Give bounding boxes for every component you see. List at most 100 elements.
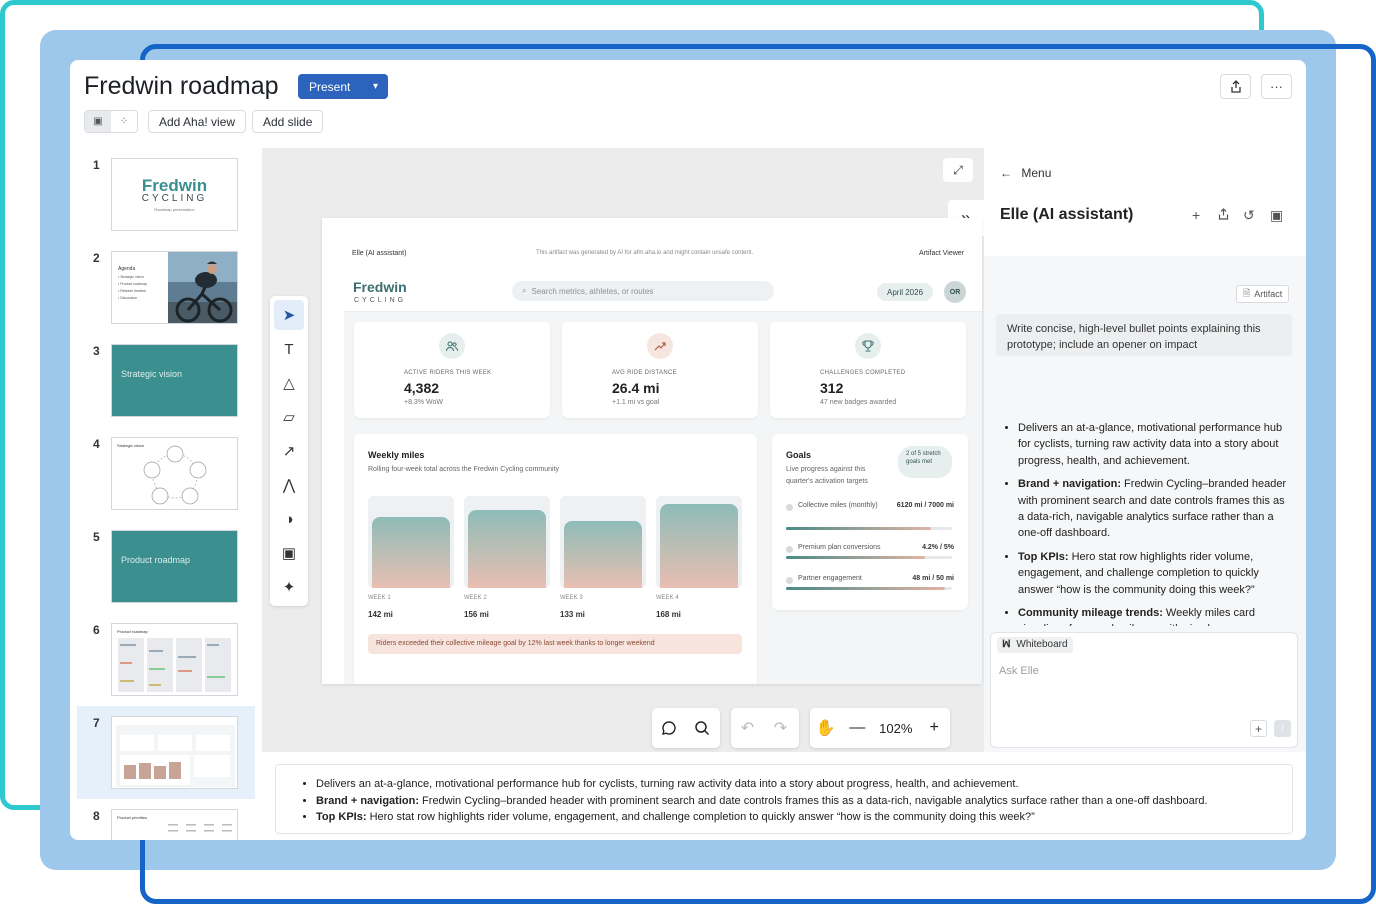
comment-button[interactable] [652,708,685,748]
ask-elle-input[interactable]: ꟽ Whiteboard Ask Elle + ↑ [990,632,1298,748]
present-label: Present [309,79,351,94]
slide-number: 3 [93,344,100,358]
slide-item-8[interactable]: 8 Product priorities [77,799,255,840]
slide-thumbnail[interactable]: Product priorities [111,809,238,840]
notes-item: Brand + navigation: Fredwin Cycling–bran… [316,793,1208,810]
avatar[interactable]: OR [944,281,966,303]
present-button[interactable]: Present ▾ [298,74,388,99]
whiteboard-label: Whiteboard [1016,639,1068,650]
slide-item-6[interactable]: 6 Product roadmap [77,613,255,706]
plus-icon: + [929,719,939,736]
response-item: Top KPIs: Hero stat row highlights rider… [1018,549,1292,598]
priorities-heading: Product priorities [117,815,148,820]
slide-item-3[interactable]: 3 Strategic vision [77,334,255,427]
artifact-disclaimer: This artifact was generated by AI for af… [536,250,754,256]
comment-search-bar [652,708,720,748]
arrow-tool[interactable]: ↗ [274,436,304,466]
slide-item-2[interactable]: 2 Agenda • Strategic vision • Product ro… [77,241,255,334]
redo-button[interactable]: ↷ [764,708,797,748]
share-button[interactable] [1220,74,1251,99]
history-icon[interactable]: ↺ [1243,207,1255,223]
ai-tool[interactable]: ✦ [274,572,304,602]
goal-value: 6120 mi / 7000 mi [896,502,954,509]
sticky-note-tool[interactable]: ▱ [274,402,304,432]
slide-thumbnail[interactable]: Agenda • Strategic vision • Product road… [111,251,238,324]
attach-button[interactable]: + [1250,720,1267,737]
zoom-in-button[interactable]: + [918,708,950,748]
week-bar-container [656,496,742,588]
artifact-chip-label: Artifact [1254,289,1283,299]
slide-thumbnail[interactable]: Fredwin CYCLING Roadmap presentation [111,158,238,231]
palette-tool[interactable]: ◑ [274,504,304,534]
week-label: WEEK 4 [656,595,679,601]
kpi-value: 26.4 mi [612,380,660,396]
date-picker[interactable]: April 2026 [877,283,934,301]
agenda-item: • Discussion [118,296,138,300]
slide-item-1[interactable]: 1 Fredwin CYCLING Roadmap presentation [77,148,255,241]
add-slide-button[interactable]: Add slide [252,110,324,133]
artifact-chip[interactable]: 🗎 Artifact [1236,285,1290,303]
send-button[interactable]: ↑ [1274,720,1291,737]
goal-progress-fill [786,556,926,559]
cursor-icon: ➤ [282,307,296,324]
more-options-button[interactable]: ··· [1261,74,1292,99]
kpi-card: CHALLENGES COMPLETED 312 47 new badges a… [770,322,966,418]
view-toggle[interactable]: ▣ ⁘ [84,110,138,133]
roadmap-heading: Product roadmap [117,629,148,634]
stop-icon[interactable]: ▣ [1270,207,1284,223]
slide-thumbnail[interactable]: Strategic vision [111,437,238,510]
single-view-icon[interactable]: ▣ [85,111,111,132]
document-icon: 🗎 [1243,288,1251,298]
week-bar [660,504,738,588]
week-value: 156 mi [464,610,489,619]
slide-thumbnail[interactable]: Product roadmap [111,530,238,603]
slide-thumbnail[interactable]: Product roadmap [111,623,238,696]
week-bar-container [368,496,454,588]
metrics-search-input[interactable]: ⌕ Search metrics, athletes, or routes [512,281,774,301]
zoom-out-button[interactable]: — [842,708,874,748]
weekly-miles-subtitle: Rolling four-week total across the Fredw… [368,466,560,473]
page-title: Fredwin roadmap [84,72,279,100]
text-tool[interactable]: T [274,334,304,364]
pen-icon: ⋀ [282,477,296,494]
whiteboard-chip[interactable]: ꟽ Whiteboard [997,637,1073,653]
pan-button[interactable]: ✋ [810,708,842,748]
search-icon [694,721,709,736]
week-label: WEEK 1 [368,595,391,601]
goal-progress-fill [786,587,946,590]
kpi-card: ACTIVE RIDERS THIS WEEK 4,382 +8.3% WoW [354,322,550,418]
slide-canvas[interactable]: ⤢ » ➤ T △ ▱ ↗ ⋀ ◑ ▣ ✦ Elle (AI assistant… [262,148,984,752]
response-item: Delivers an at-a-glance, motivational pe… [1018,420,1292,469]
new-chat-icon[interactable]: + [1192,207,1201,223]
menu-back-link[interactable]: ← Menu [1000,166,1051,180]
slide-item-5[interactable]: 5 Product roadmap [77,520,255,613]
image-tool[interactable]: ▣ [274,538,304,568]
speaker-notes[interactable]: Delivers an at-a-glance, motivational pe… [275,764,1293,834]
add-aha-view-button[interactable]: Add Aha! view [148,110,247,133]
shapes-icon: △ [283,375,295,392]
slide-number: 1 [93,158,100,172]
goal-progress-track [786,587,952,590]
search-button[interactable] [685,708,718,748]
undo-button[interactable]: ↶ [731,708,764,748]
fredwin-logo: Fredwin [141,176,208,195]
slide-thumb-label: Strategic vision [121,369,183,379]
expand-button[interactable]: ⤢ [943,158,973,182]
slide-thumbnail[interactable] [111,716,238,789]
dashboard-header: Fredwin CYCLING ⌕ Search metrics, athlet… [344,270,982,312]
slide-item-7[interactable]: 7 [77,706,255,799]
share-icon[interactable] [1218,207,1229,223]
artifact-slide[interactable]: Elle (AI assistant) This artifact was ge… [322,218,982,684]
brand-sub: CYCLING [354,297,407,304]
dashboard-body: ACTIVE RIDERS THIS WEEK 4,382 +8.3% WoW … [344,312,982,684]
slide-item-4[interactable]: 4 Strategic vision [77,427,255,520]
agenda-item: • Release timeline [118,289,147,293]
kpi-label: ACTIVE RIDERS THIS WEEK [404,370,492,376]
pen-tool[interactable]: ⋀ [274,470,304,500]
grid-view-icon[interactable]: ⁘ [119,116,129,127]
cursor-tool[interactable]: ➤ [274,300,304,330]
chevron-down-icon[interactable]: ▾ [372,81,378,92]
shapes-tool[interactable]: △ [274,368,304,398]
slide-thumbnail[interactable]: Strategic vision [111,344,238,417]
slide-number: 8 [93,809,100,823]
